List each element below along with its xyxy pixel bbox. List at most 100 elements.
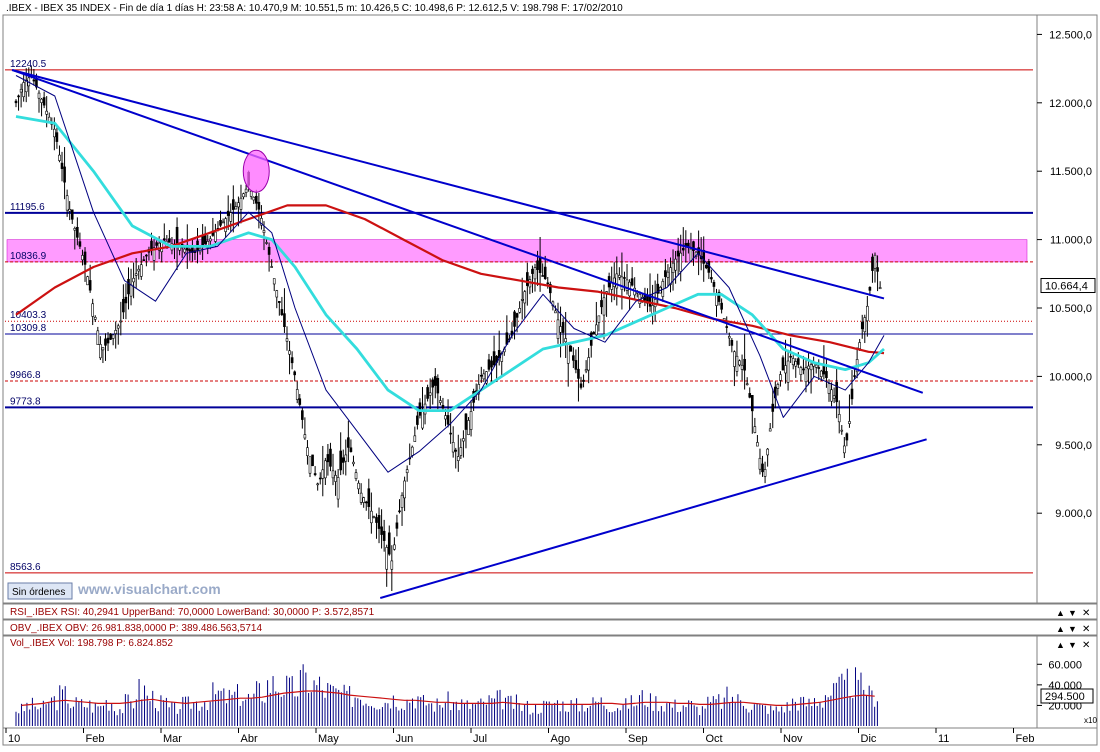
candle-body <box>375 517 378 523</box>
candle-body <box>426 387 429 399</box>
candle-body <box>679 252 683 272</box>
candle-body <box>260 218 263 226</box>
candle-body <box>454 449 458 452</box>
candle-body <box>574 360 578 370</box>
x-tick-label: 11 <box>938 733 949 745</box>
close-icon[interactable]: ✕ <box>1082 624 1090 635</box>
time-axis-frame <box>2 727 1098 746</box>
candle-body <box>372 516 376 518</box>
arrow-up-icon[interactable]: ▲ <box>1056 608 1065 618</box>
candle-body <box>600 300 603 308</box>
candle-body <box>214 231 217 242</box>
arrow-down-icon[interactable]: ▼ <box>1068 624 1077 634</box>
candle-body <box>86 276 89 286</box>
candle-body <box>262 230 266 233</box>
candle-body <box>81 255 84 261</box>
candle-body <box>740 364 744 370</box>
candle-body <box>735 355 739 372</box>
vol-tick-label: 60.000 <box>1048 659 1082 671</box>
vol-panel-frame <box>2 635 1038 729</box>
current-price-label: 10.664,4 <box>1045 281 1088 293</box>
candle-body <box>786 360 790 383</box>
candle-body <box>620 276 624 290</box>
x-tick-label: May <box>318 733 339 745</box>
x-tick-label: Feb <box>86 733 105 745</box>
candle-body <box>224 218 227 232</box>
candle-body <box>692 241 695 251</box>
candle-body <box>155 242 158 246</box>
candle-body <box>60 162 64 169</box>
level-label: 11195.6 <box>10 202 45 213</box>
candle-body <box>119 320 123 323</box>
candle-body <box>561 322 565 333</box>
candle-body <box>37 92 41 99</box>
candle-body <box>377 515 381 529</box>
y-tick-label: 9.500,0 <box>1055 440 1092 452</box>
candle-body <box>354 472 358 479</box>
candle-body <box>405 469 409 474</box>
candle-body <box>840 429 844 432</box>
candle-body <box>239 197 243 210</box>
y-tick-label: 12.500,0 <box>1049 29 1092 41</box>
candle-body <box>349 447 353 452</box>
arrow-down-icon[interactable]: ▼ <box>1068 608 1077 618</box>
candle-body <box>326 454 330 463</box>
candle-body <box>428 392 432 396</box>
candle-body <box>96 330 100 345</box>
candle-body <box>804 367 808 383</box>
candle-body <box>157 242 161 251</box>
close-icon[interactable]: ✕ <box>1082 608 1090 619</box>
close-icon[interactable]: ✕ <box>1082 640 1090 651</box>
orders-button[interactable]: Sin órdenes <box>7 582 73 600</box>
candle-body <box>546 282 550 285</box>
candle-body <box>150 240 153 251</box>
candle-body <box>387 532 391 555</box>
candle-body <box>275 290 279 298</box>
candle-body <box>727 336 731 339</box>
x-tick-label: Sep <box>628 733 648 745</box>
candle-body <box>664 270 667 277</box>
candle-body <box>479 374 483 377</box>
candle-body <box>398 510 401 513</box>
candle-body <box>807 365 810 370</box>
y-tick-label: 11.500,0 <box>1050 166 1092 178</box>
candle-body <box>464 413 468 430</box>
candle-body <box>531 268 534 274</box>
arrow-up-icon[interactable]: ▲ <box>1056 640 1065 650</box>
candle-body <box>127 278 130 295</box>
candle-body <box>827 383 831 394</box>
arrow-down-icon[interactable]: ▼ <box>1068 640 1077 650</box>
candle-body <box>860 321 864 330</box>
candle-body <box>249 190 253 197</box>
obv-panel-frame <box>2 619 1098 636</box>
candle-body <box>441 404 445 409</box>
candle-body <box>58 154 61 161</box>
candle-body <box>142 259 146 261</box>
obv-panel-buttons[interactable]: ▲ ▼ ✕ <box>1056 624 1090 635</box>
candle-body <box>341 457 345 463</box>
candle-body <box>449 432 452 435</box>
candle-body <box>410 446 414 456</box>
arrow-up-icon[interactable]: ▲ <box>1056 624 1065 634</box>
candle-body <box>487 359 491 370</box>
candle-body <box>784 365 787 374</box>
candle-body <box>763 469 767 477</box>
candle-body <box>771 403 775 412</box>
y-tick-label: 12.000,0 <box>1049 98 1092 110</box>
watermark: www.visualchart.com <box>77 581 221 597</box>
level-label: 8563.6 <box>10 562 41 573</box>
x-tick-label: Abr <box>241 733 258 745</box>
candle-body <box>766 448 769 456</box>
rsi-label: RSI_.IBEX RSI: 40,2941 UpperBand: 70,000… <box>10 607 375 618</box>
vol-axis-frame <box>1036 635 1098 729</box>
candle-body <box>114 330 118 334</box>
rsi-panel-frame <box>2 603 1098 620</box>
candle-body <box>725 326 729 328</box>
candle-body <box>93 316 97 320</box>
vol-panel-buttons[interactable]: ▲ ▼ ✕ <box>1056 640 1090 651</box>
candle-body <box>380 526 383 535</box>
candle-body <box>76 226 79 238</box>
rsi-panel-buttons[interactable]: ▲ ▼ ✕ <box>1056 608 1090 619</box>
candle-body <box>63 166 66 183</box>
